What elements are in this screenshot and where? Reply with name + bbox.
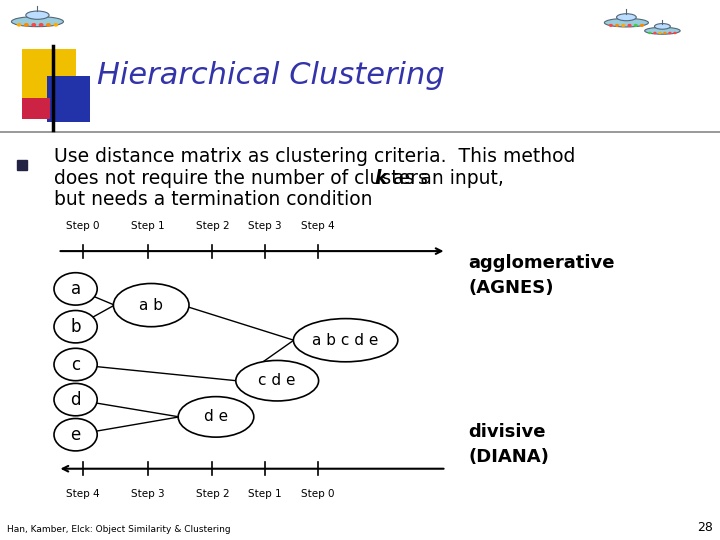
Text: Use distance matrix as clustering criteria.  This method: Use distance matrix as clustering criter… — [54, 147, 575, 166]
Text: Han, Kamber, Elck: Object Similarity & Clustering: Han, Kamber, Elck: Object Similarity & C… — [7, 524, 231, 534]
FancyBboxPatch shape — [22, 98, 50, 119]
Text: Hierarchical Clustering: Hierarchical Clustering — [97, 61, 445, 90]
Circle shape — [54, 418, 97, 451]
Text: c d e: c d e — [258, 373, 296, 388]
Text: divisive
(DIANA): divisive (DIANA) — [468, 423, 549, 466]
Circle shape — [673, 32, 677, 34]
Text: Step 1: Step 1 — [131, 220, 164, 231]
Text: d e: d e — [204, 409, 228, 424]
Circle shape — [663, 32, 667, 34]
Circle shape — [621, 24, 626, 27]
Ellipse shape — [616, 14, 636, 21]
Circle shape — [634, 24, 638, 27]
Ellipse shape — [654, 24, 670, 29]
Text: Step 4: Step 4 — [301, 220, 334, 231]
Ellipse shape — [114, 284, 189, 327]
Circle shape — [53, 23, 58, 26]
Circle shape — [653, 32, 657, 34]
Circle shape — [24, 23, 29, 26]
Ellipse shape — [294, 319, 397, 362]
Text: e: e — [71, 426, 81, 444]
Text: d: d — [71, 390, 81, 409]
Text: Step 1: Step 1 — [248, 489, 282, 500]
FancyBboxPatch shape — [22, 49, 76, 100]
Circle shape — [658, 32, 662, 34]
Ellipse shape — [644, 28, 680, 34]
FancyBboxPatch shape — [47, 76, 90, 122]
Circle shape — [54, 273, 97, 305]
Text: does not require the number of clusters: does not require the number of clusters — [54, 168, 434, 188]
Text: c: c — [71, 355, 80, 374]
Circle shape — [640, 24, 644, 27]
Circle shape — [668, 32, 672, 34]
Circle shape — [54, 310, 97, 343]
Text: b: b — [71, 318, 81, 336]
Circle shape — [17, 23, 22, 26]
Text: as an input,: as an input, — [387, 168, 504, 188]
Text: a b c d e: a b c d e — [312, 333, 379, 348]
Ellipse shape — [26, 11, 49, 19]
Text: Step 2: Step 2 — [196, 489, 229, 500]
Circle shape — [615, 24, 619, 27]
Circle shape — [54, 348, 97, 381]
Text: Step 0: Step 0 — [301, 489, 334, 500]
Text: Step 3: Step 3 — [248, 220, 282, 231]
Circle shape — [648, 32, 652, 34]
Text: agglomerative
(AGNES): agglomerative (AGNES) — [468, 254, 614, 297]
Text: Step 4: Step 4 — [66, 489, 99, 500]
Text: 28: 28 — [697, 521, 713, 534]
Text: but needs a termination condition: but needs a termination condition — [54, 190, 372, 210]
Text: a b: a b — [139, 298, 163, 313]
Text: Step 3: Step 3 — [131, 489, 164, 500]
Circle shape — [627, 24, 631, 27]
Circle shape — [32, 23, 36, 26]
Text: Step 2: Step 2 — [196, 220, 229, 231]
Text: k: k — [374, 168, 387, 188]
Text: a: a — [71, 280, 81, 298]
Text: Step 0: Step 0 — [66, 220, 99, 231]
Circle shape — [609, 24, 613, 27]
Ellipse shape — [235, 361, 318, 401]
Circle shape — [46, 23, 51, 26]
Circle shape — [54, 383, 97, 416]
Ellipse shape — [604, 18, 649, 27]
Ellipse shape — [179, 396, 254, 437]
Circle shape — [39, 23, 44, 26]
Ellipse shape — [12, 17, 63, 26]
